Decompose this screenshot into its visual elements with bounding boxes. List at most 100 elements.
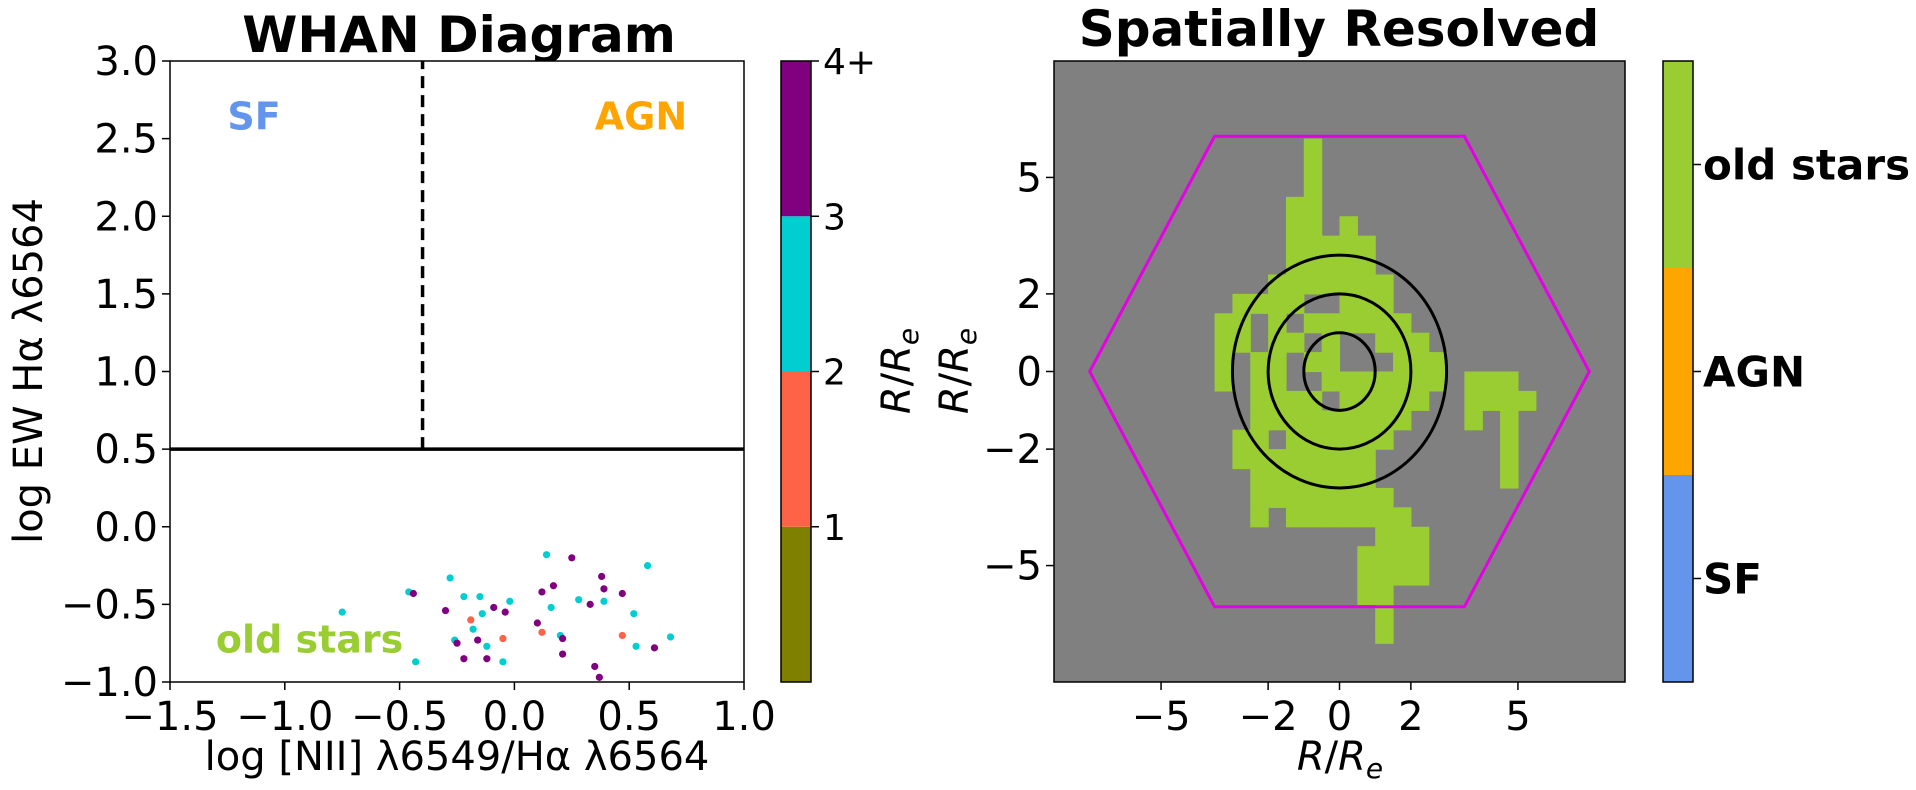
spaxel (1303, 177, 1323, 198)
scatter-point (460, 655, 468, 663)
spaxel (1482, 390, 1501, 411)
spaxel (1232, 429, 1251, 450)
y-tick-label: 2.0 (94, 194, 158, 240)
spaxel (1303, 410, 1323, 431)
scatter-point (598, 572, 606, 581)
spatial-title: Spatially Resolved (1079, 0, 1600, 58)
spatial-x-ticks: −5 −2 0 2 5 (1132, 682, 1531, 740)
spaxel (1357, 313, 1376, 334)
x-tick-label: 2 (1398, 694, 1423, 740)
spaxel (1285, 196, 1305, 217)
scatter-point (595, 673, 603, 681)
spaxel (1410, 526, 1430, 547)
spaxel (1375, 313, 1394, 334)
scatter-point (568, 554, 576, 562)
scatter-point (478, 610, 486, 618)
y-tick-label: −2 (983, 427, 1042, 473)
colorbar-category (1663, 61, 1693, 268)
colorbar-tick-label: 1 (823, 508, 846, 549)
whan-y-label: log EW Hα λ6564 (6, 198, 52, 544)
spatial-x-label: R/Re (1297, 734, 1383, 785)
spaxel (1303, 352, 1323, 373)
spatial-y-ticks: −5 −2 0 2 5 (983, 155, 1054, 590)
y-tick-label: 2 (1017, 272, 1042, 318)
spaxel (1464, 371, 1483, 392)
x-tick-label: 1.0 (712, 694, 776, 740)
spaxel (1464, 390, 1483, 411)
scatter-point (533, 619, 541, 627)
scatter-point (600, 597, 608, 605)
scatter-point (591, 662, 599, 671)
scatter-point (469, 625, 477, 633)
region-label: AGN (595, 94, 687, 138)
spaxel (1375, 487, 1394, 508)
scatter-point (490, 603, 498, 612)
spaxel (1285, 410, 1305, 431)
spaxel (1500, 371, 1519, 392)
spaxel (1375, 332, 1394, 353)
y-tick-label: −0.5 (61, 582, 158, 628)
whan-x-label: log [NII] λ6549/Hα λ6564 (205, 734, 710, 780)
spaxel (1357, 584, 1376, 605)
colorbar-category (1663, 475, 1693, 682)
whan-boundary-lines (170, 61, 744, 451)
spaxel (1375, 390, 1394, 411)
scatter-point (338, 608, 346, 616)
spaxel (1214, 332, 1234, 353)
scatter-point (409, 589, 417, 598)
spaxel (1357, 546, 1376, 567)
spaxel (1285, 293, 1305, 314)
y-tick-label: 0.0 (94, 505, 158, 551)
spaxel (1339, 449, 1358, 470)
spaxel (1339, 507, 1358, 528)
colorbar-tick-label: 2 (823, 353, 846, 394)
colorbar-frame (1662, 60, 1694, 683)
spaxel (1250, 507, 1269, 528)
x-tick-label: −0.5 (351, 694, 448, 740)
spaxel (1500, 449, 1519, 470)
whan-colorbar: 1 2 3 4+ (780, 42, 876, 683)
spaxel (1303, 138, 1323, 159)
scatter-point (453, 639, 461, 647)
x-tick-label: −1.5 (121, 694, 218, 740)
scatter-point (483, 655, 491, 663)
spaxel (1500, 410, 1519, 431)
spaxel (1321, 410, 1341, 431)
spaxel (1410, 371, 1430, 392)
spaxel (1393, 352, 1412, 373)
scatter-point (586, 600, 594, 608)
scatter-point (618, 589, 626, 598)
spaxel (1250, 468, 1269, 489)
whan-points (338, 551, 675, 681)
spaxel (1214, 352, 1234, 373)
spaxel (1375, 371, 1394, 392)
spaxel (1410, 565, 1430, 586)
colorbar-bin (781, 526, 811, 682)
scatter-point (474, 636, 482, 644)
spaxel (1375, 274, 1394, 295)
spaxel (1268, 352, 1287, 373)
x-tick-label: 0.5 (597, 694, 661, 740)
spaxel (1321, 468, 1341, 489)
spaxel (1410, 332, 1430, 353)
spaxel (1268, 371, 1287, 392)
scatter-point (666, 633, 675, 641)
spaxel (1393, 526, 1412, 547)
spaxel (1357, 235, 1376, 256)
scatter-point (441, 606, 450, 615)
spaxel (1285, 235, 1305, 256)
y-tick-label: 1.5 (94, 272, 158, 318)
spaxel (1285, 274, 1305, 295)
spaxel (1410, 390, 1430, 411)
spaxel (1339, 274, 1358, 295)
spaxel (1285, 390, 1305, 411)
spaxel (1428, 371, 1448, 392)
y-tick-label: −1.0 (61, 660, 158, 706)
spaxel (1339, 216, 1358, 237)
x-tick-label: −5 (1132, 694, 1191, 740)
spaxel (1357, 274, 1376, 295)
spaxel (1517, 390, 1537, 411)
